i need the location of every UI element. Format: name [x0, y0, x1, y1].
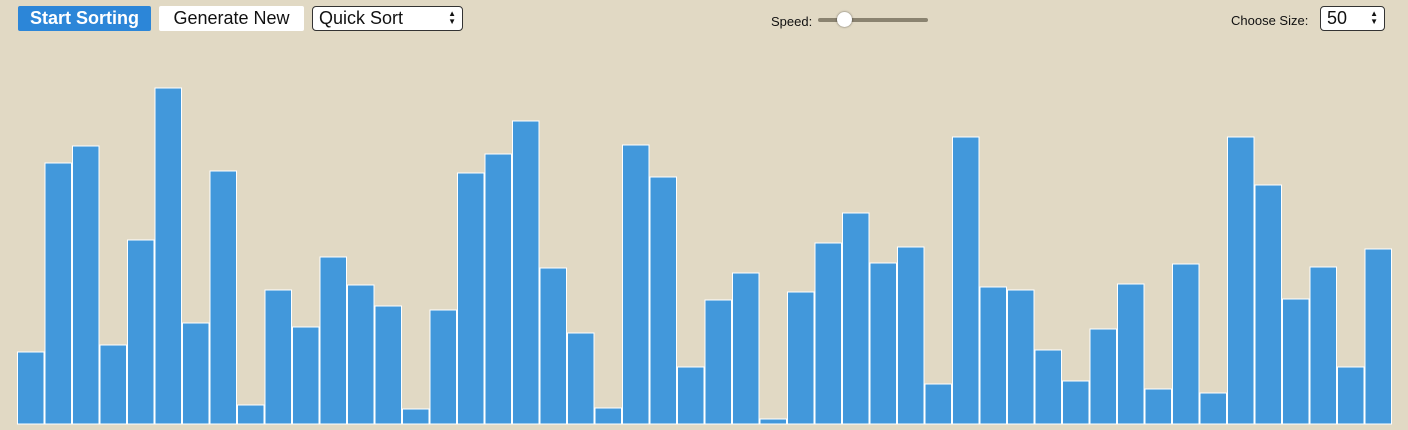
- bar-38: [1062, 380, 1090, 425]
- algorithm-select[interactable]: Quick Sort ▲ ▼: [312, 6, 463, 31]
- bar-20: [567, 332, 595, 425]
- bar-13: [374, 305, 402, 425]
- start-sorting-button[interactable]: Start Sorting: [18, 6, 151, 31]
- bar-36: [1007, 289, 1035, 425]
- bar-31: [869, 262, 897, 425]
- bar-9: [264, 289, 292, 425]
- bar-21: [594, 407, 622, 425]
- bar-2: [72, 145, 100, 425]
- bar-19: [539, 267, 567, 425]
- bar-43: [1199, 392, 1227, 425]
- bar-4: [127, 239, 155, 425]
- bar-34: [952, 136, 980, 425]
- bar-45: [1254, 184, 1282, 425]
- bar-6: [182, 322, 210, 425]
- bar-22: [622, 144, 650, 425]
- bar-29: [814, 242, 842, 425]
- select-arrows-icon: ▲ ▼: [448, 9, 456, 26]
- bar-12: [347, 284, 375, 425]
- bar-27: [759, 418, 787, 425]
- bar-28: [787, 291, 815, 425]
- bar-3: [99, 344, 127, 425]
- generate-new-button[interactable]: Generate New: [159, 6, 304, 31]
- bar-40: [1117, 283, 1145, 425]
- size-label: Choose Size:: [1231, 13, 1309, 28]
- bar-48: [1337, 366, 1365, 425]
- bar-1: [44, 162, 72, 425]
- bar-44: [1227, 136, 1255, 425]
- bar-11: [319, 256, 347, 425]
- bar-10: [292, 326, 320, 425]
- bar-25: [704, 299, 732, 425]
- bar-41: [1144, 388, 1172, 425]
- bar-32: [897, 246, 925, 425]
- bar-42: [1172, 263, 1200, 425]
- bar-14: [402, 408, 430, 425]
- algorithm-select-value: Quick Sort: [319, 8, 404, 28]
- speed-slider-thumb[interactable]: [837, 12, 852, 27]
- bar-46: [1282, 298, 1310, 425]
- bar-16: [457, 172, 485, 425]
- bar-47: [1309, 266, 1337, 425]
- size-select-value: 50: [1327, 8, 1348, 28]
- bar-37: [1034, 349, 1062, 425]
- bar-5: [154, 87, 182, 425]
- speed-label: Speed:: [771, 14, 813, 29]
- bar-17: [484, 153, 512, 425]
- bar-0: [17, 351, 45, 425]
- bar-23: [649, 176, 677, 425]
- bar-24: [677, 366, 705, 425]
- bar-35: [979, 286, 1007, 425]
- bar-15: [429, 309, 457, 425]
- bar-7: [209, 170, 237, 425]
- bar-18: [512, 120, 540, 425]
- bar-30: [842, 212, 870, 425]
- bar-33: [924, 383, 952, 425]
- bar-8: [237, 404, 265, 425]
- size-select[interactable]: 50 ▲ ▼: [1320, 6, 1385, 31]
- bar-26: [732, 272, 760, 425]
- select-arrows-icon: ▲ ▼: [1370, 9, 1378, 26]
- speed-slider-track[interactable]: [818, 18, 928, 22]
- bar-39: [1089, 328, 1117, 425]
- bar-49: [1364, 248, 1392, 425]
